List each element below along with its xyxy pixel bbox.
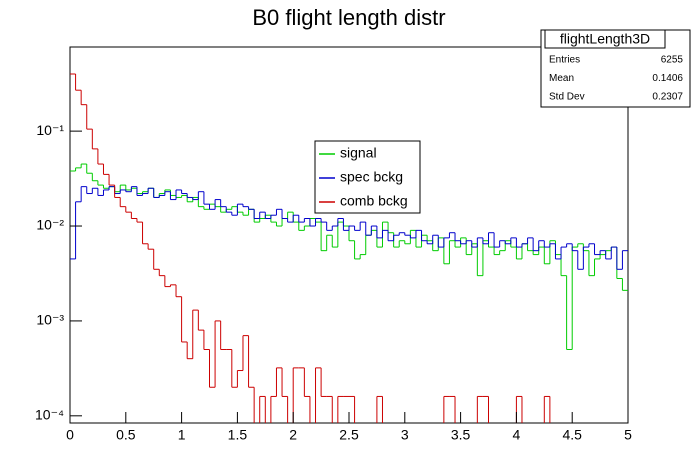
stats-value: 0.2307 [652,92,683,103]
x-tick-label: 4.5 [562,427,582,443]
legend-label: spec bckg [340,169,403,185]
stats-title: flightLength3D [560,31,650,47]
x-tick-label: 1 [178,427,186,443]
stats-label: Std Dev [549,92,585,103]
x-tick-label: 1.5 [228,427,248,443]
y-tick-label: 10⁻⁴ [35,407,64,423]
stats-value: 0.1406 [652,73,683,84]
chart-title: B0 flight length distr [252,5,445,30]
y-tick-label: 10⁻³ [36,312,64,328]
stats-value: 6255 [661,55,684,66]
legend-label: comb bckg [340,193,408,209]
x-tick-label: 2 [289,427,297,443]
legend: signal spec bckg comb bckg [314,140,421,214]
legend-label: signal [340,145,377,161]
x-tick-label: 4 [513,427,521,443]
plot-area [70,73,628,423]
x-tick-label: 2.5 [339,427,359,443]
x-tick-label: 3.5 [451,427,471,443]
x-tick-label: 5 [624,427,632,443]
stats-label: Entries [549,55,580,66]
y-tick-label: 10⁻² [36,217,64,233]
legend-box [314,140,421,214]
stats-box: flightLength3D Entries 6255 Mean 0.1406 Std … [540,29,691,108]
stats-label: Mean [549,73,574,84]
x-tick-label: 3 [401,427,409,443]
x-tick-label: 0.5 [116,427,136,443]
y-tick-label: 10⁻¹ [36,122,64,138]
stats-title-frame [544,29,666,49]
x-tick-label: 0 [66,427,74,443]
